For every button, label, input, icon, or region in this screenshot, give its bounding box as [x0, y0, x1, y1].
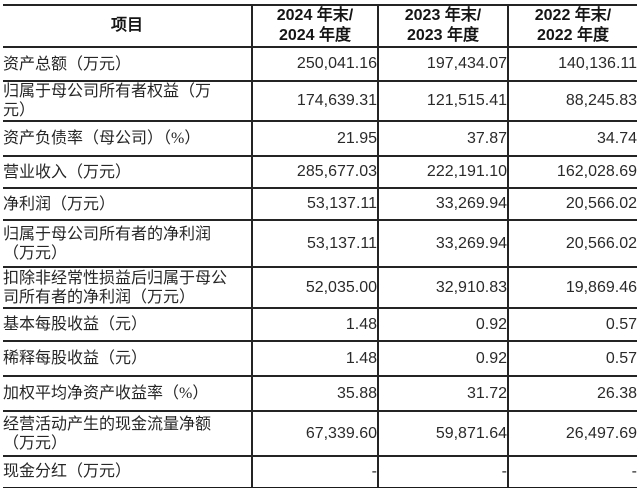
value-2022: 34.74	[508, 121, 637, 157]
value-2024: 53,137.11	[252, 188, 379, 221]
table-row: 归属于母公司所有者的净利润 （万元） 53,137.11 33,269.94 2…	[3, 220, 637, 268]
table-row: 资产总额（万元） 250,041.16 197,434.07 140,136.1…	[3, 47, 637, 82]
table-row: 归属于母公司所有者权益（万 元） 174,639.31 121,515.41 8…	[3, 81, 637, 122]
value-2023: 121,515.41	[378, 81, 509, 122]
value-2024: 1.48	[252, 308, 379, 342]
value-2022: 19,869.46	[508, 267, 637, 309]
value-2024: 53,137.11	[252, 220, 379, 268]
value-2022: 26.38	[508, 376, 637, 412]
table-row: 净利润（万元） 53,137.11 33,269.94 20,566.02	[3, 188, 637, 221]
row-label: 归属于母公司所有者权益（万 元）	[3, 81, 253, 122]
table-row: 稀释每股收益（元） 1.48 0.92 0.57	[3, 341, 637, 377]
value-2024: 174,639.31	[252, 81, 379, 122]
row-label: 基本每股收益（元）	[3, 308, 253, 342]
row-label: 资产负债率（母公司）（%）	[3, 121, 253, 157]
row-label: 现金分红（万元）	[3, 456, 253, 488]
value-2022: 162,028.69	[508, 156, 637, 189]
row-label: 经营活动产生的现金流量净额 （万元）	[3, 411, 253, 457]
value-2022: 26,497.69	[508, 411, 637, 457]
value-2024: 35.88	[252, 376, 379, 412]
table-row: 现金分红（万元） - - -	[3, 456, 637, 488]
value-2023: 0.92	[378, 341, 509, 377]
value-2024: 250,041.16	[252, 47, 379, 82]
value-2022: -	[508, 456, 637, 488]
value-2023: 33,269.94	[378, 220, 509, 268]
value-2022: 20,566.02	[508, 220, 637, 268]
value-2023: 32,910.83	[378, 267, 509, 309]
header-2022: 2022 年末/ 2022 年度	[508, 5, 637, 48]
row-label: 稀释每股收益（元）	[3, 341, 253, 377]
table-row: 资产负债率（母公司）（%） 21.95 37.87 34.74	[3, 121, 637, 157]
table-row: 加权平均净资产收益率（%） 35.88 31.72 26.38	[3, 376, 637, 412]
value-2022: 0.57	[508, 308, 637, 342]
value-2024: -	[252, 456, 379, 488]
row-label: 净利润（万元）	[3, 188, 253, 221]
value-2023: 33,269.94	[378, 188, 509, 221]
row-label: 加权平均净资产收益率（%）	[3, 376, 253, 412]
value-2023: 37.87	[378, 121, 509, 157]
table-row: 经营活动产生的现金流量净额 （万元） 67,339.60 59,871.64 2…	[3, 411, 637, 457]
table-row: 扣除非经常性损益后归属于母公 司所有者的净利润（万元） 52,035.00 32…	[3, 267, 637, 309]
value-2023: 222,191.10	[378, 156, 509, 189]
value-2022: 88,245.83	[508, 81, 637, 122]
value-2024: 21.95	[252, 121, 379, 157]
value-2022: 0.57	[508, 341, 637, 377]
table-row: 基本每股收益（元） 1.48 0.92 0.57	[3, 308, 637, 342]
value-2024: 1.48	[252, 341, 379, 377]
header-2023: 2023 年末/ 2023 年度	[378, 5, 509, 48]
row-label: 归属于母公司所有者的净利润 （万元）	[3, 220, 253, 268]
value-2023: -	[378, 456, 509, 488]
value-2024: 67,339.60	[252, 411, 379, 457]
financial-summary-table: 项目 2024 年末/ 2024 年度 2023 年末/ 2023 年度 202…	[3, 4, 637, 488]
value-2022: 140,136.11	[508, 47, 637, 82]
value-2024: 285,677.03	[252, 156, 379, 189]
header-2024: 2024 年末/ 2024 年度	[252, 5, 379, 48]
value-2023: 59,871.64	[378, 411, 509, 457]
row-label: 扣除非经常性损益后归属于母公 司所有者的净利润（万元）	[3, 267, 253, 309]
header-item: 项目	[3, 5, 253, 48]
table-row: 营业收入（万元） 285,677.03 222,191.10 162,028.6…	[3, 156, 637, 189]
value-2023: 31.72	[378, 376, 509, 412]
value-2024: 52,035.00	[252, 267, 379, 309]
value-2022: 20,566.02	[508, 188, 637, 221]
value-2023: 197,434.07	[378, 47, 509, 82]
value-2023: 0.92	[378, 308, 509, 342]
row-label: 营业收入（万元）	[3, 156, 253, 189]
table-header-row: 项目 2024 年末/ 2024 年度 2023 年末/ 2023 年度 202…	[3, 5, 637, 48]
row-label: 资产总额（万元）	[3, 47, 253, 82]
